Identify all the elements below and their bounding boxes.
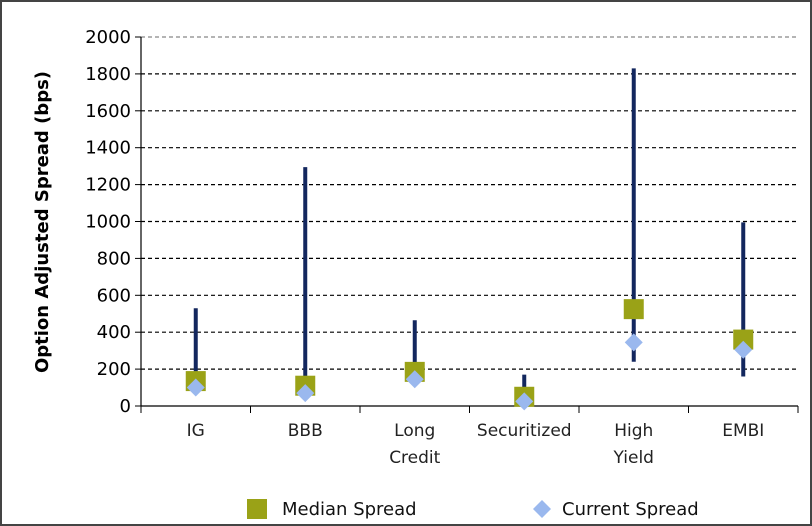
x-tick-label: Credit xyxy=(389,448,440,468)
y-tick-label: 1800 xyxy=(85,64,131,85)
x-tick-label: Securitized xyxy=(477,421,572,441)
data-point xyxy=(296,384,315,403)
y-tick-label: 400 xyxy=(97,322,131,343)
x-tick-label: Yield xyxy=(613,448,654,468)
x-tick-label: BBB xyxy=(288,421,323,441)
x-tick-labels: IG BBB Long Credit Securitized High Yield EMBI xyxy=(187,421,765,468)
legend-label: Current Spread xyxy=(562,499,699,520)
data-point xyxy=(733,329,754,350)
x-tick-label: Long xyxy=(394,421,435,441)
y-axis-label: Option Adjusted Spread (bps) xyxy=(32,71,53,373)
x-tick-label: EMBI xyxy=(722,421,764,441)
y-tick-label: 200 xyxy=(97,359,131,380)
y-tick-label: 1200 xyxy=(85,175,131,196)
data-point xyxy=(734,340,753,359)
legend-label: Median Spread xyxy=(282,499,417,520)
legend-marker xyxy=(533,500,551,518)
axes xyxy=(135,36,799,413)
y-tick-labels: 0 200 400 600 800 1000 1200 1400 1600 1800 2000 xyxy=(85,27,131,417)
y-tick-label: 2000 xyxy=(85,27,131,48)
x-tick-label: High xyxy=(614,421,653,441)
data-point xyxy=(623,299,644,320)
legend: Median Spread Current Spread xyxy=(247,499,699,520)
y-tick-label: 600 xyxy=(97,285,131,306)
y-tick-label: 800 xyxy=(97,248,131,269)
y-tick-label: 0 xyxy=(120,396,131,417)
data-point xyxy=(515,392,534,411)
x-tick-label: IG xyxy=(187,421,205,441)
range-bars xyxy=(193,68,746,405)
legend-marker xyxy=(247,499,267,519)
y-tick-label: 1600 xyxy=(85,101,131,122)
series-markers xyxy=(185,299,754,411)
gridlines xyxy=(141,36,798,370)
y-tick-label: 1000 xyxy=(85,212,131,233)
data-point xyxy=(624,333,643,352)
data-point xyxy=(405,370,424,389)
data-point xyxy=(186,378,205,397)
y-tick-label: 1400 xyxy=(85,138,131,159)
